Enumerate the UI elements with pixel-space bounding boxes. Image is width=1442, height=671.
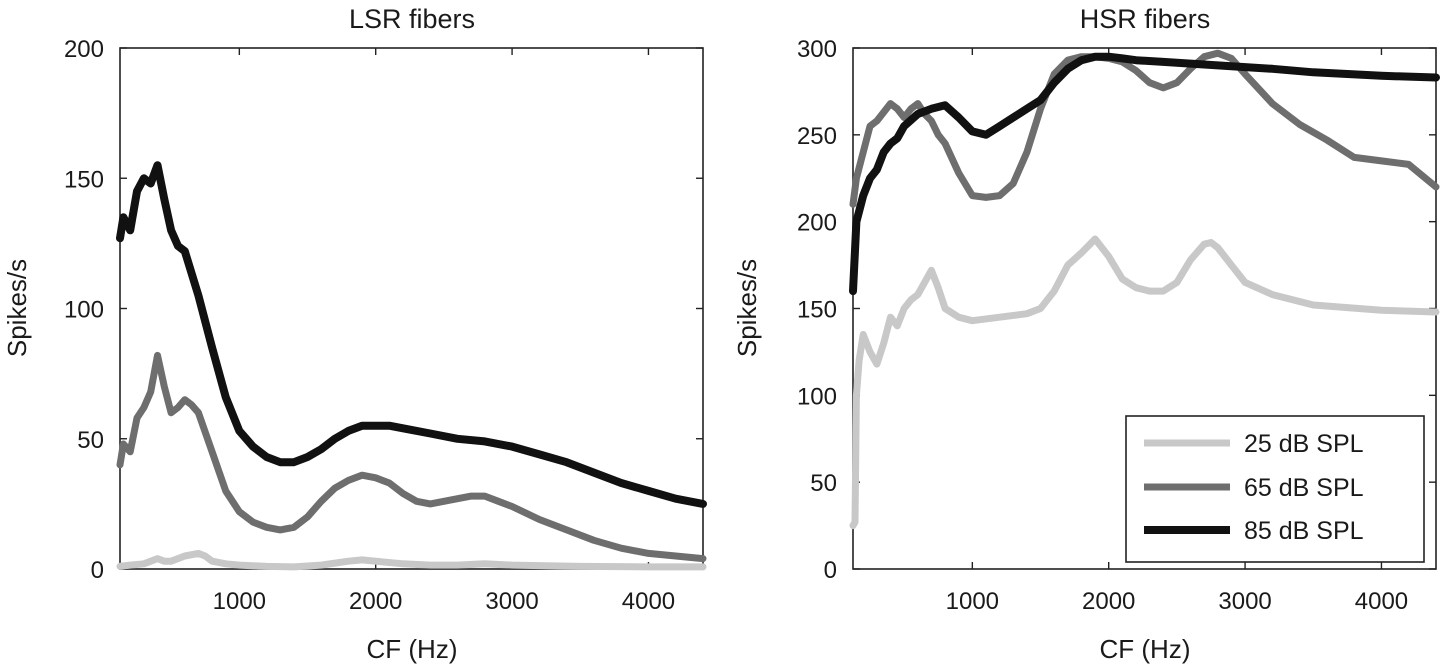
legend-label-85db: 85 dB SPL: [1244, 517, 1364, 545]
y-tick-label: 100: [64, 297, 104, 324]
y-tick-label: 100: [797, 383, 837, 410]
lsr-series-group: [116, 161, 707, 571]
y-tick-label: 200: [64, 36, 104, 63]
y-tick-label: 200: [797, 210, 837, 237]
lsr-x-axis-title: CF (Hz): [367, 634, 458, 664]
x-tick-label: 2000: [1082, 588, 1135, 615]
y-tick-label: 250: [797, 123, 837, 150]
lsr-series-85-db-spl: [116, 161, 707, 508]
lsr-series-25-db-spl: [116, 549, 707, 571]
lsr-plot-frame: [119, 47, 704, 570]
legend-label-25db: 25 dB SPL: [1244, 430, 1364, 458]
y-tick-label: 50: [77, 427, 104, 454]
lsr-ticks: 1000 2000 3000 4000 0 50 100 150 200: [64, 36, 703, 615]
x-tick-label: 3000: [485, 588, 538, 615]
x-tick-label: 1000: [213, 588, 266, 615]
hsr-chart-title: HSR fibers: [1080, 4, 1211, 34]
hsr-chart-panel: HSR fibers 1000 2000 3000 4000 0 50 100 150 200 2…: [732, 4, 1440, 664]
hsr-x-axis-title: CF (Hz): [1100, 634, 1191, 664]
y-tick-label: 0: [824, 557, 837, 584]
y-tick-label: 300: [797, 36, 837, 63]
hsr-series-group: [849, 49, 1440, 530]
x-tick-label: 4000: [1355, 588, 1408, 615]
x-tick-label: 3000: [1218, 588, 1271, 615]
y-tick-label: 0: [91, 557, 104, 584]
lsr-y-axis-title: Spikes/s: [2, 259, 32, 357]
hsr-series-85-db-spl: [849, 52, 1440, 296]
y-tick-label: 150: [64, 166, 104, 193]
hsr-series-25-db-spl: [849, 235, 1440, 530]
legend: 25 dB SPL 65 dB SPL 85 dB SPL: [1125, 415, 1425, 563]
x-tick-label: 2000: [349, 588, 402, 615]
lsr-series-65-db-spl: [116, 351, 707, 563]
hsr-ticks: 1000 2000 3000 4000 0 50 100 150 200 250 300: [797, 36, 1436, 615]
lsr-chart-panel: LSR fibers 1000 2000 3000 4000050100150200 …: [2, 4, 707, 664]
y-tick-label: 50: [810, 470, 837, 497]
legend-label-65db: 65 dB SPL: [1244, 474, 1364, 502]
lsr-chart-title: LSR fibers: [349, 4, 475, 34]
x-tick-label: 1000: [946, 588, 999, 615]
x-tick-label: 4000: [622, 588, 675, 615]
hsr-y-axis-title: Spikes/s: [732, 259, 762, 357]
y-tick-label: 150: [797, 297, 837, 324]
hsr-series-65-db-spl: [849, 49, 1440, 208]
